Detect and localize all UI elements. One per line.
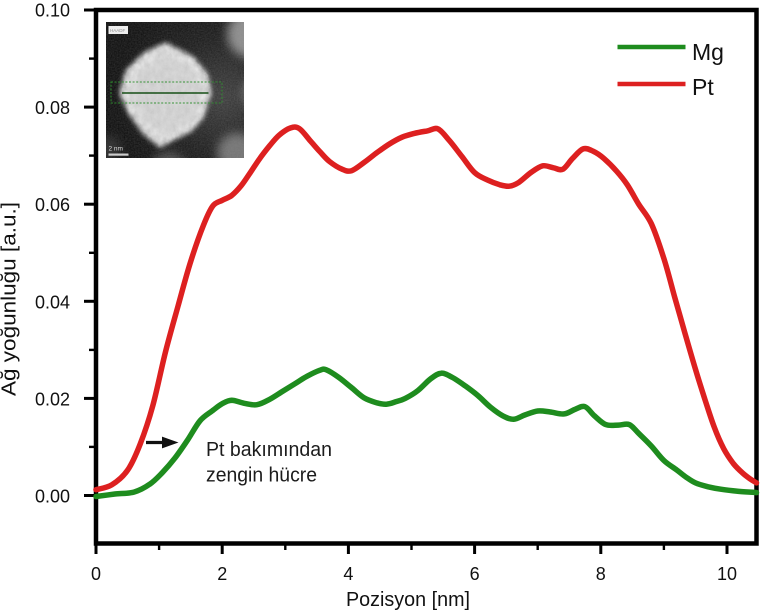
svg-text:Mg: Mg [692, 39, 724, 65]
svg-text:0.10: 0.10 [35, 1, 70, 21]
svg-text:4: 4 [343, 564, 353, 584]
svg-text:6: 6 [470, 564, 480, 584]
svg-text:0.00: 0.00 [35, 487, 70, 507]
svg-text:2: 2 [217, 564, 227, 584]
svg-text:HAADF: HAADF [110, 28, 126, 33]
svg-text:0.06: 0.06 [35, 195, 70, 215]
svg-text:2 nm: 2 nm [109, 146, 123, 153]
svg-text:8: 8 [596, 564, 606, 584]
svg-text:0.08: 0.08 [35, 98, 70, 118]
svg-text:10: 10 [717, 564, 737, 584]
svg-text:0.04: 0.04 [35, 292, 70, 312]
svg-text:Pt bakımından: Pt bakımından [206, 439, 332, 461]
svg-text:0.02: 0.02 [35, 389, 70, 409]
svg-text:zengin hücre: zengin hücre [206, 465, 317, 487]
svg-text:Pt: Pt [692, 74, 714, 100]
svg-text:Ağ yoğunluğu [a.u.]: Ağ yoğunluğu [a.u.] [0, 202, 21, 396]
svg-text:0: 0 [91, 564, 101, 584]
svg-text:Pozisyon [nm]: Pozisyon [nm] [346, 588, 470, 611]
